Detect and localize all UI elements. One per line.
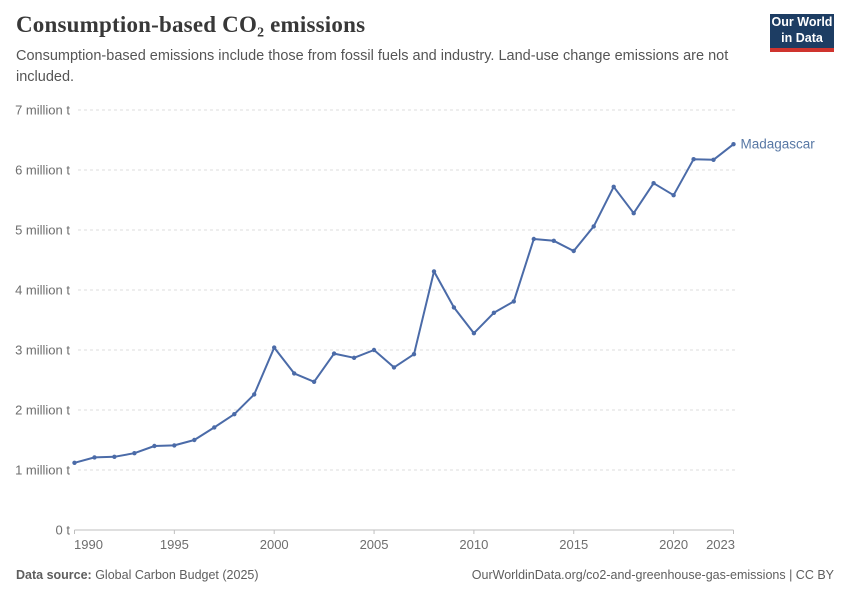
y-axis-tick-label: 3 million t [15,343,70,358]
data-point [192,437,197,443]
data-point [531,236,536,242]
x-axis-tick-label: 2015 [559,537,588,552]
y-axis-tick-label: 7 million t [15,103,70,118]
x-axis-tick-label: 2005 [360,537,389,552]
y-axis-tick-label: 5 million t [15,223,70,238]
data-point [611,184,616,189]
y-axis-tick-label: 0 t [56,523,71,538]
data-point [311,379,317,384]
data-point [411,352,417,357]
data-point [371,347,377,353]
chart-subtitle: Consumption-based emissions include thos… [16,48,729,85]
data-point [431,269,437,274]
credit-link[interactable]: OurWorldinData.org/co2-and-greenhouse-ga… [471,568,834,582]
data-source: Data source: Global Carbon Budget (2025) [16,568,259,582]
data-point [551,238,556,243]
x-axis-tick-label: 1995 [160,537,189,552]
data-point [731,142,736,147]
y-axis-tick-label: 2 million t [15,403,70,418]
data-point [651,181,656,186]
data-point [112,454,117,459]
data-point [511,299,516,304]
x-axis-tick-label: 2023 [706,537,735,552]
data-point [711,157,716,162]
data-point [152,443,157,449]
data-point [331,351,337,356]
entity-label[interactable]: Madagascar [741,137,816,152]
data-point [591,224,596,229]
y-axis-tick-label: 1 million t [15,463,70,478]
owid-logo[interactable]: Our World in Data [770,14,834,52]
chart-header: Consumption-based CO₂ emissions Consumpt… [16,12,834,88]
data-point [72,460,77,465]
data-point [92,455,97,460]
data-point [451,305,457,310]
data-point [212,425,217,430]
data-point [491,310,497,315]
y-axis-tick-label: 4 million t [15,283,70,298]
x-axis-tick-label: 2000 [260,537,289,552]
data-point [172,443,177,448]
data-point [292,371,297,376]
data-source-value: Global Carbon Budget (2025) [91,568,259,582]
series-line [73,143,735,464]
x-axis-tick-label: 1990 [74,537,103,552]
owid-logo-line2: in Data [781,31,823,45]
x-axis-tick-label: 2020 [659,537,688,552]
data-point [252,392,257,397]
data-point [571,248,576,254]
line-chart[interactable]: 1 million t 2 million t 3 million t 4 milli… [0,96,850,560]
data-point [691,157,696,162]
data-point [471,331,477,336]
page-title: Consumption-based CO₂ emissions [16,12,366,37]
data-point [272,345,277,350]
data-point [391,365,397,370]
x-axis-tick-label: 2010 [459,537,488,552]
chart-footer: Data source: Global Carbon Budget (2025)… [16,568,834,582]
y-axis-tick-label: 6 million t [15,163,70,178]
data-point [232,412,237,417]
data-point [671,193,676,198]
data-source-label: Data source: [16,568,92,582]
data-point [132,451,137,456]
data-point [631,211,636,216]
data-point [351,355,357,360]
owid-logo-line1: Our World [771,15,833,30]
